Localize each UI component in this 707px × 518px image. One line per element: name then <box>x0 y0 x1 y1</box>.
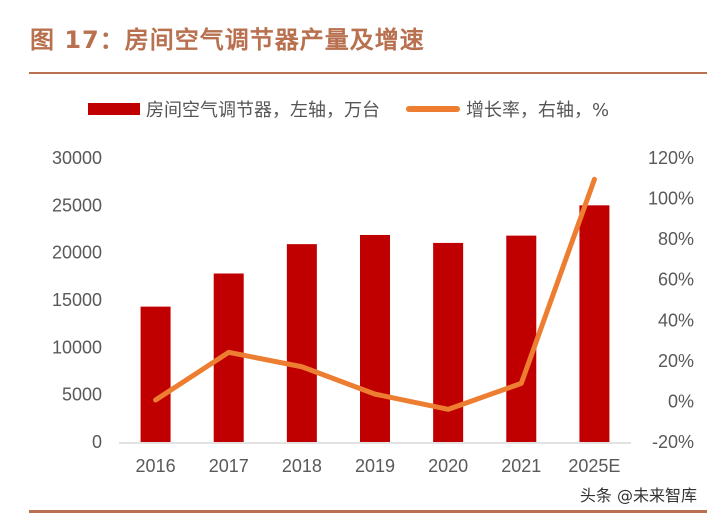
chart-title: 图 17：房间空气调节器产量及增速 <box>30 26 425 54</box>
right-axis-tick-label: 0% <box>668 391 694 411</box>
left-axis-tick-label: 10000 <box>52 337 102 357</box>
right-axis-tick-label: 60% <box>658 270 694 290</box>
bar-2016 <box>140 306 171 442</box>
bar-2019 <box>360 234 390 442</box>
x-axis-tick-label: 2025E <box>568 456 620 476</box>
right-axis-tick-label: -20% <box>652 432 694 452</box>
x-axis-tick-label: 2016 <box>136 456 176 476</box>
bar-2020 <box>433 242 464 442</box>
left-axis-tick-label: 25000 <box>52 195 102 215</box>
title-divider <box>29 72 707 74</box>
x-axis-tick-label: 2020 <box>428 456 468 476</box>
left-axis-tick-label: 15000 <box>52 290 102 310</box>
left-axis-tick-label: 30000 <box>52 148 102 168</box>
watermark: 头条 @未来智库 <box>579 486 697 505</box>
legend-bar-label: 房间空气调节器，左轴，万台 <box>146 100 380 121</box>
right-axis-tick-label: 20% <box>658 351 694 371</box>
right-axis-tick-label: 80% <box>658 229 694 249</box>
x-axis-tick-label: 2019 <box>355 456 395 476</box>
right-axis-tick-label: 120% <box>648 148 694 168</box>
left-axis-tick-label: 0 <box>92 432 102 452</box>
x-axis-tick-label: 2021 <box>501 456 541 476</box>
right-axis-tick-label: 100% <box>648 189 694 209</box>
legend-bar-swatch <box>88 103 140 115</box>
legend: 房间空气调节器，左轴，万台 增长率，右轴，% <box>88 96 609 122</box>
bottom-divider <box>29 510 707 513</box>
bar-2018 <box>286 244 317 442</box>
legend-line-label: 增长率，右轴，% <box>466 100 610 121</box>
x-axis-tick-label: 2017 <box>209 456 249 476</box>
bar-2025E <box>579 205 610 442</box>
right-axis-tick-label: 40% <box>658 310 694 330</box>
left-axis-tick-label: 5000 <box>62 385 102 405</box>
bar-2021 <box>506 235 537 442</box>
left-axis-tick-label: 20000 <box>52 243 102 263</box>
legend-line-swatch <box>406 106 460 112</box>
x-axis-tick-label: 2018 <box>282 456 322 476</box>
